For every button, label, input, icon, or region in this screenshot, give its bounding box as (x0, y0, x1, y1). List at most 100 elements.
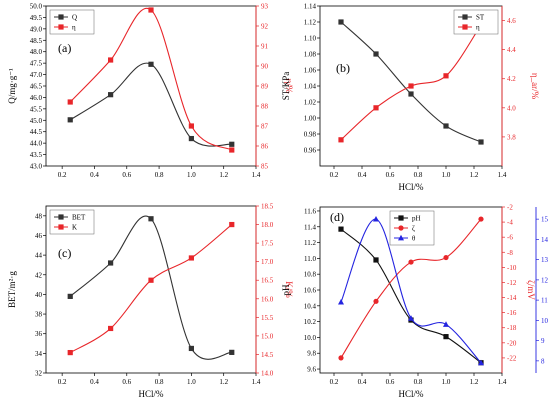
y-tick-label: 11.0 (304, 255, 316, 263)
data-point (108, 92, 114, 98)
y2-tick-label: 16.5 (261, 277, 274, 285)
x-tick-label: 0.4 (90, 378, 99, 386)
y-tick-label: 10.6 (304, 287, 317, 295)
y2-tick-label: 4.4 (507, 46, 516, 54)
data-point (338, 137, 344, 143)
y-tick-label: 47.0 (30, 71, 43, 79)
panel-label: (b) (336, 61, 350, 75)
data-point (67, 117, 73, 123)
data-point (373, 257, 379, 263)
x-tick-label: 1.0 (442, 171, 451, 179)
y2-tick-label: 17.0 (261, 258, 274, 266)
y-tick-label: 48.5 (30, 37, 43, 45)
y-tick-label: 47.5 (30, 60, 43, 68)
legend-label: η (476, 24, 480, 32)
y3-tick-label: 14 (541, 236, 549, 244)
x-tick-label: 0.6 (122, 378, 131, 386)
y-tick-label: 11.6 (304, 207, 316, 215)
data-point (373, 105, 379, 111)
y-tick-label: 1.14 (304, 3, 317, 11)
panel-3: 0.2 0.4 0.6 0.8 1.0 1.2 1.4 32 34 36 38 40 42 44 46 48 1… (7, 203, 294, 400)
x-axis-label: HCl/% (398, 182, 424, 192)
data-point (148, 277, 154, 283)
legend-marker (462, 14, 468, 20)
panel-label: (c) (58, 246, 71, 260)
x-tick-label: 1.0 (187, 171, 196, 179)
data-point (408, 259, 414, 265)
y-axis-label: Q/mg·g⁻¹ (7, 68, 17, 104)
y-tick-label: 1.06 (304, 67, 317, 75)
y-tick-label: 1.00 (304, 115, 317, 123)
y-tick-label: 10.8 (304, 271, 317, 279)
y-tick-label: 36 (35, 330, 43, 338)
y-tick-label: 40 (35, 291, 43, 299)
legend-marker (398, 225, 404, 231)
y-tick-label: 44.0 (30, 140, 43, 148)
data-point (478, 359, 484, 366)
x-tick-label: 1.4 (498, 171, 507, 179)
legend-label: η (72, 24, 76, 32)
legend-label: θ (412, 235, 416, 243)
y2-tick-label: 16.0 (261, 295, 274, 303)
y-axis-label: ST/KPa (281, 72, 291, 101)
data-point (108, 325, 114, 332)
y2-tick-label: 14.5 (261, 351, 274, 359)
x-axis-label: HCl/% (398, 389, 424, 399)
y2-tick-label: -14 (507, 294, 517, 302)
data-point (108, 57, 114, 63)
y3-tick-label: 15 (541, 216, 549, 224)
y2-tick-label: -8 (507, 249, 513, 257)
y-tick-label: 42 (35, 271, 43, 279)
legend-marker (58, 14, 64, 20)
y-tick-label: 45.5 (30, 105, 43, 113)
y-tick-label: 46.0 (30, 94, 43, 102)
data-point (408, 83, 414, 89)
x-tick-label: 1.2 (470, 378, 479, 386)
y-tick-label: 10.2 (304, 318, 317, 326)
legend-marker (398, 215, 404, 221)
y3-tick-label: 9 (541, 337, 545, 345)
y-tick-label: 45.0 (30, 117, 43, 125)
x-tick-label: 0.2 (58, 378, 67, 386)
data-point (338, 298, 344, 305)
panel-label: (a) (58, 41, 71, 55)
x-tick-label: 0.2 (330, 378, 339, 386)
y3-tick-label: 12 (541, 276, 549, 284)
series-line (340, 24, 482, 141)
y2-tick-label: 4.0 (507, 104, 516, 112)
legend-label: ζ (412, 225, 415, 233)
y-axis-label: pH (281, 284, 291, 296)
data-point (229, 221, 235, 228)
x-tick-label: 0.2 (58, 171, 67, 179)
y2-tick-label: -2 (507, 204, 513, 212)
y-tick-label: 1.04 (304, 83, 317, 91)
data-point (67, 293, 73, 299)
y2-tick-label: 87 (261, 123, 269, 131)
x-axis-label: HCl/% (138, 389, 164, 399)
legend-label: BET (72, 214, 86, 222)
data-point (373, 298, 379, 304)
legend-marker (58, 224, 64, 230)
y-tick-label: 34 (35, 350, 43, 358)
y-tick-label: 0.98 (304, 131, 317, 139)
panel-2: 0.2 0.4 0.6 0.8 1.0 1.2 1.4 0.96 0.98 1.00 1.02 1.0… (281, 3, 540, 193)
y-tick-label: 10.0 (304, 334, 317, 342)
y2-tick-label: -16 (507, 309, 517, 317)
data-point (148, 7, 154, 13)
y-tick-label: 32 (35, 370, 43, 378)
x-tick-label: 1.4 (498, 378, 507, 386)
y2-tick-label: -10 (507, 264, 517, 272)
x-tick-label: 1.2 (470, 171, 479, 179)
data-point (188, 135, 194, 142)
data-point (478, 216, 484, 222)
panel-1: 0.2 0.4 0.6 0.8 1.0 1.2 1.4 43.0 43.5 44.0 44.5 45.… (7, 3, 294, 180)
x-tick-label: 1.0 (187, 378, 196, 386)
y3-tick-label: 11 (541, 297, 548, 305)
y-tick-label: 10.4 (304, 302, 317, 310)
data-point (67, 349, 73, 356)
data-point (443, 321, 449, 327)
y2-tick-label: 17.5 (261, 240, 274, 248)
y3-tick-label: 13 (541, 256, 549, 264)
legend-marker (398, 234, 404, 241)
y-tick-label: 44 (35, 252, 43, 260)
